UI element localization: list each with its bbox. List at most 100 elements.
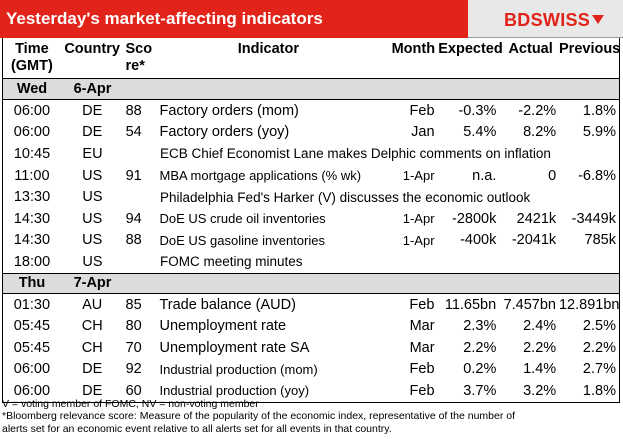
- table-row: 06:00 DE 88 Factory orders (mom) Feb -0.3% -2.…: [3, 100, 619, 122]
- day-row: Wed 6-Apr: [3, 79, 619, 100]
- column-header-previous: Previous: [559, 41, 621, 57]
- cell-actual: 2.4%: [523, 318, 557, 335]
- cell-previous: -6.8%: [578, 167, 616, 184]
- cell-month: Mar: [409, 339, 435, 356]
- cell-indicator: Unemployment rate SA: [159, 339, 310, 356]
- cell-expected: n.a.: [472, 167, 497, 184]
- cell-score: 85: [125, 296, 142, 313]
- cell-month: Feb: [409, 361, 435, 378]
- day-date: 6-Apr: [73, 81, 112, 97]
- cell-actual: -2.2%: [518, 102, 557, 119]
- cell-month: Jan: [411, 124, 435, 141]
- cell-score: 94: [125, 210, 142, 227]
- cell-month: Mar: [409, 318, 435, 335]
- cell-time: 18:00: [13, 253, 51, 270]
- cell-score: 91: [125, 167, 142, 184]
- cell-time: 05:45: [13, 318, 51, 335]
- header-title-band: Yesterday's market-affecting indicators: [0, 0, 468, 38]
- cell-time: 06:00: [13, 102, 51, 119]
- cell-country: US: [82, 232, 103, 249]
- cell-country: DE: [82, 361, 103, 378]
- cell-time: 14:30: [13, 210, 51, 227]
- table-row: 01:30 AU 85 Trade balance (AUD) Feb 11.65bn 7.…: [3, 294, 620, 316]
- cell-previous: 785k: [584, 232, 616, 249]
- cell-previous: 1.8%: [582, 102, 616, 119]
- cell-country: DE: [82, 124, 103, 141]
- cell-event: FOMC meeting minutes: [160, 254, 303, 270]
- cell-month: 1-Apr: [402, 211, 435, 227]
- logo-mark-icon: [592, 15, 605, 24]
- table-row: 06:00 DE 92 Industrial production (mom) Feb 0…: [3, 359, 619, 381]
- cell-score: 88: [125, 102, 142, 119]
- cell-score: 80: [125, 318, 142, 335]
- cell-actual: 1.4%: [523, 361, 557, 378]
- cell-indicator: MBA mortgage applications (% wk): [159, 168, 362, 184]
- cell-expected: 5.4%: [463, 124, 497, 141]
- cell-actual: 8.2%: [523, 124, 557, 141]
- cell-score: 92: [125, 361, 142, 378]
- table-row: 18:00 US FOMC meeting minutes: [3, 251, 619, 273]
- column-header-indicator: Indicator: [237, 41, 300, 57]
- cell-previous: 2.2%: [582, 339, 616, 356]
- cell-indicator: Factory orders (yoy): [159, 124, 290, 141]
- column-header-country: Country: [64, 41, 120, 57]
- cell-time: 05:45: [13, 339, 51, 356]
- column-header-time: Time (GMT): [10, 41, 53, 74]
- brand-logo-text: BDSWISS: [504, 10, 591, 30]
- footnote-relevance-2: alerts set for an economic event relativ…: [2, 422, 392, 435]
- table-body: Wed 6-Apr 06:00 DE 88 Factory orders (mom) Feb…: [3, 79, 619, 402]
- cell-actual: -2041k: [511, 232, 557, 249]
- brand-logo: BDSWISS: [504, 10, 605, 31]
- indicators-table: Time (GMT) Country Sco re* Indicator Month…: [2, 38, 620, 403]
- cell-time: 10:45: [13, 145, 51, 162]
- cell-month: 1-Apr: [402, 232, 435, 248]
- cell-time: 13:30: [13, 189, 51, 206]
- table-row: 06:00 DE 54 Factory orders (yoy) Jan 5.4% 8.2%…: [3, 122, 619, 144]
- cell-score: 70: [125, 339, 142, 356]
- header-bar: Yesterday's market-affecting indicators …: [0, 0, 623, 38]
- cell-country: DE: [82, 102, 103, 119]
- table-row: 05:45 CH 70 Unemployment rate SA Mar 2.2% 2.2%…: [3, 337, 619, 359]
- cell-expected: 3.7%: [463, 382, 497, 399]
- cell-score: 60: [125, 382, 142, 399]
- cell-previous: 2.5%: [582, 318, 616, 335]
- day-date: 7-Apr: [73, 275, 112, 292]
- day-weekday: Wed: [16, 81, 48, 97]
- cell-event: Philadelphia Fed's Harker (V) discusses …: [160, 189, 531, 205]
- cell-country: CH: [81, 318, 103, 335]
- cell-previous: -3449k: [571, 210, 616, 227]
- cell-indicator: Factory orders (mom): [159, 102, 299, 119]
- footnote-relevance-1: *Bloomberg relevance score: Measure of t…: [2, 410, 516, 423]
- column-header-score: Sco re*: [125, 41, 153, 74]
- table-header-row: Time (GMT) Country Sco re* Indicator Month…: [3, 38, 621, 79]
- cell-indicator: Industrial production (mom): [159, 361, 318, 377]
- day-row: Thu 7-Apr: [3, 272, 619, 294]
- column-header-actual: Actual: [508, 41, 553, 57]
- cell-country: US: [82, 253, 103, 270]
- cell-actual: 2421k: [516, 210, 557, 227]
- day-weekday: Thu: [18, 275, 46, 292]
- cell-month: Feb: [409, 382, 435, 399]
- cell-time: 06:00: [13, 124, 51, 141]
- cell-time: 01:30: [13, 296, 51, 313]
- cell-expected: 0.2%: [463, 361, 497, 378]
- cell-expected: 11.65bn: [444, 296, 497, 313]
- cell-time: 14:30: [13, 232, 51, 249]
- cell-indicator: DoE US crude oil inventories: [159, 211, 326, 227]
- footnotes: V = voting member of FOMC, NV = non-voti…: [2, 398, 621, 435]
- cell-event: ECB Chief Economist Lane makes Delphic c…: [160, 146, 551, 162]
- cell-previous: 1.8%: [582, 382, 616, 399]
- cell-expected: -2800k: [452, 210, 497, 227]
- table-row: 06:00 DE 60 Industrial production (yoy) Feb 3…: [3, 380, 619, 402]
- page-title: Yesterday's market-affecting indicators: [6, 9, 323, 28]
- cell-actual: 0: [548, 167, 557, 184]
- cell-indicator: Industrial production (yoy): [159, 383, 310, 399]
- cell-country: EU: [82, 145, 103, 162]
- cell-expected: -0.3%: [458, 102, 497, 119]
- cell-month: 1-Apr: [402, 168, 435, 184]
- cell-indicator: Trade balance (AUD): [159, 296, 296, 313]
- cell-actual: 2.2%: [523, 339, 557, 356]
- table-row: 11:00 US 91 MBA mortgage applications (% wk…: [3, 165, 619, 187]
- cell-actual: 3.2%: [523, 382, 557, 399]
- cell-country: US: [82, 167, 103, 184]
